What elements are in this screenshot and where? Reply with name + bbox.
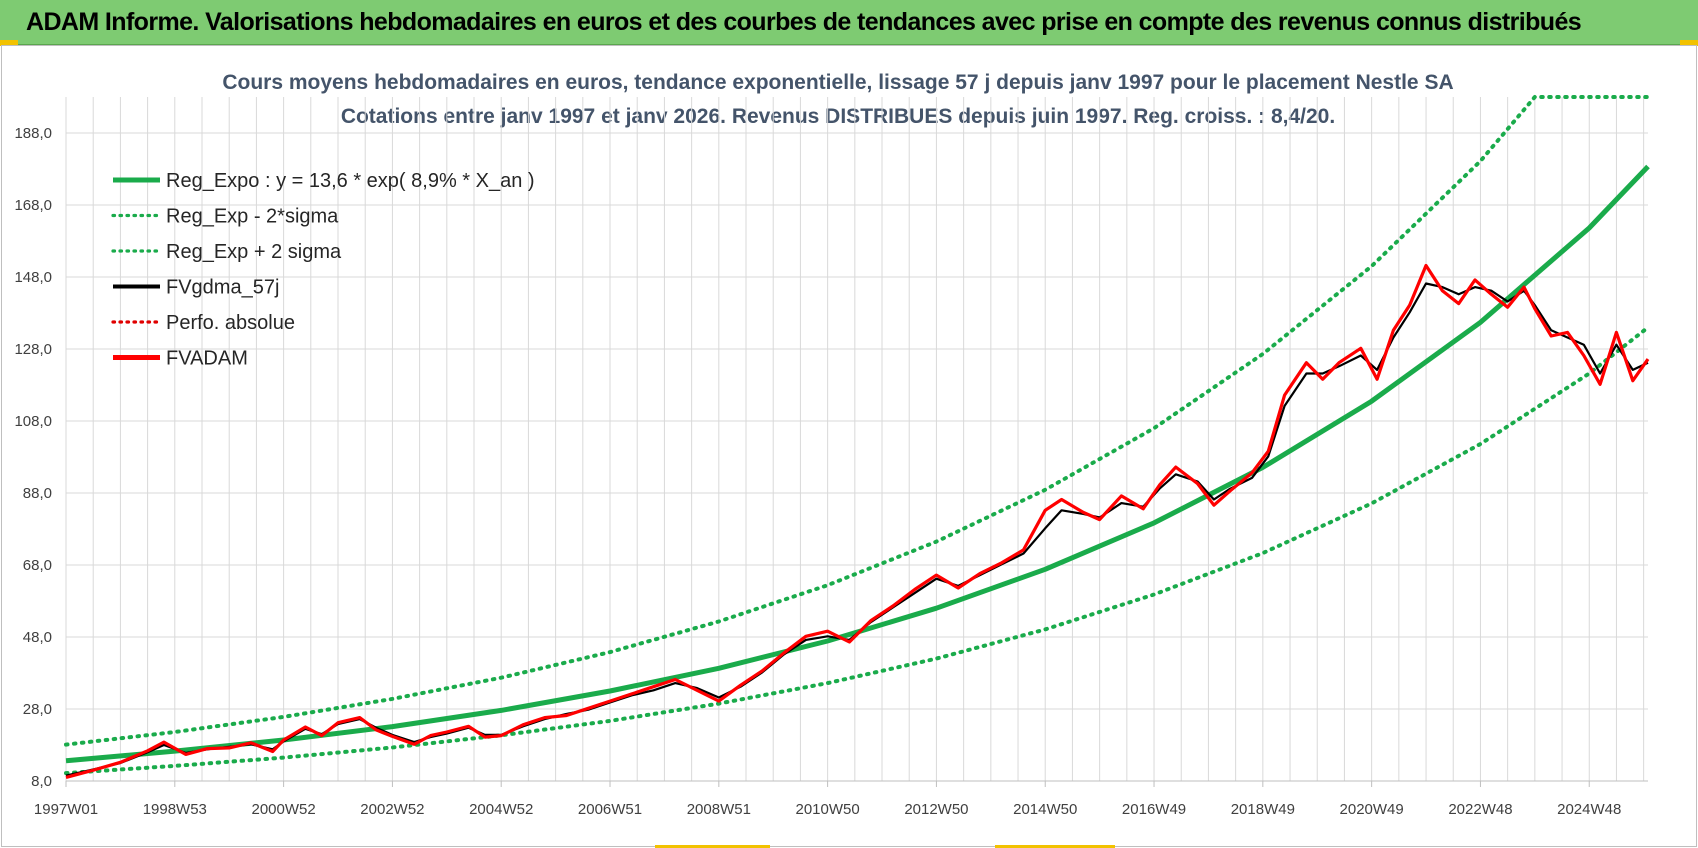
y-axis-ticks: 8,0 28,0 48,0 68,0 88,0 108,0 128,0 148,0 168,0 1… bbox=[14, 125, 52, 790]
x-tick-label: 2016W49 bbox=[1122, 801, 1186, 818]
legend-label: FVADAM bbox=[166, 348, 248, 370]
y-tick-label: 148,0 bbox=[14, 269, 52, 286]
legend: Reg_Expo : y = 13,6 * exp( 8,9% * X_an )… bbox=[111, 170, 535, 370]
chart-title: Cours moyens hebdomadaires en euros, ten… bbox=[222, 71, 1453, 94]
y-tick-label: 28,0 bbox=[23, 701, 52, 718]
chart-frame bbox=[1, 45, 1697, 847]
legend-label: Reg_Expo : y = 13,6 * exp( 8,9% * X_an ) bbox=[166, 170, 535, 192]
series-line-fvadam bbox=[65, 263, 1650, 779]
legend-label: FVgdma_57j bbox=[166, 277, 279, 299]
y-tick-label: 88,0 bbox=[23, 485, 52, 502]
x-tick-label: 2018W49 bbox=[1231, 801, 1295, 818]
y-tick-label: 8,0 bbox=[31, 773, 52, 790]
x-tick-label: 2004W52 bbox=[469, 801, 533, 818]
x-tick-label: 2010W50 bbox=[796, 801, 860, 818]
y-tick-label: 108,0 bbox=[14, 413, 52, 430]
legend-label: Reg_Exp - 2*sigma bbox=[166, 206, 339, 228]
x-tick-label: 2006W51 bbox=[578, 801, 642, 818]
x-tick-label: 2002W52 bbox=[360, 801, 424, 818]
series-line-reg_exp bbox=[64, 95, 1650, 747]
y-tick-label: 48,0 bbox=[23, 629, 52, 646]
series-line-reg_exp bbox=[64, 325, 1650, 776]
report-title: ADAM Informe. Valorisations hebdomadaire… bbox=[26, 8, 1582, 36]
x-tick-label: 2008W51 bbox=[687, 801, 751, 818]
x-axis-ticks: 1997W01 1998W53 2000W52 2002W52 2004W52 2006W… bbox=[34, 781, 1621, 818]
legend-label: Reg_Exp + 2 sigma bbox=[166, 241, 342, 263]
banner-corner-right bbox=[1680, 40, 1698, 46]
x-tick-label: 2024W48 bbox=[1557, 801, 1621, 818]
bottom-marker bbox=[655, 845, 770, 848]
legend-label: Perfo. absolue bbox=[166, 312, 295, 334]
bottom-marker bbox=[995, 845, 1115, 848]
series-line-reg_expo bbox=[65, 164, 1650, 764]
y-tick-label: 188,0 bbox=[14, 125, 52, 142]
x-tick-label: 1998W53 bbox=[143, 801, 207, 818]
x-tick-label: 1997W01 bbox=[34, 801, 98, 818]
y-tick-label: 68,0 bbox=[23, 557, 52, 574]
x-tick-label: 2014W50 bbox=[1013, 801, 1077, 818]
x-tick-label: 2020W49 bbox=[1340, 801, 1404, 818]
report-banner: ADAM Informe. Valorisations hebdomadaire… bbox=[0, 0, 1698, 45]
x-tick-label: 2000W52 bbox=[251, 801, 315, 818]
chart-subtitle: Cotations entre janv 1997 et janv 2026. … bbox=[341, 105, 1335, 128]
grid-lines bbox=[65, 97, 1648, 782]
y-tick-label: 168,0 bbox=[14, 197, 52, 214]
x-tick-label: 2022W48 bbox=[1448, 801, 1512, 818]
y-tick-label: 128,0 bbox=[14, 341, 52, 358]
plot-area bbox=[64, 95, 1650, 779]
x-tick-label: 2012W50 bbox=[904, 801, 968, 818]
series-line-fvgdma_57j bbox=[65, 282, 1649, 777]
banner-corner-left bbox=[0, 40, 18, 46]
